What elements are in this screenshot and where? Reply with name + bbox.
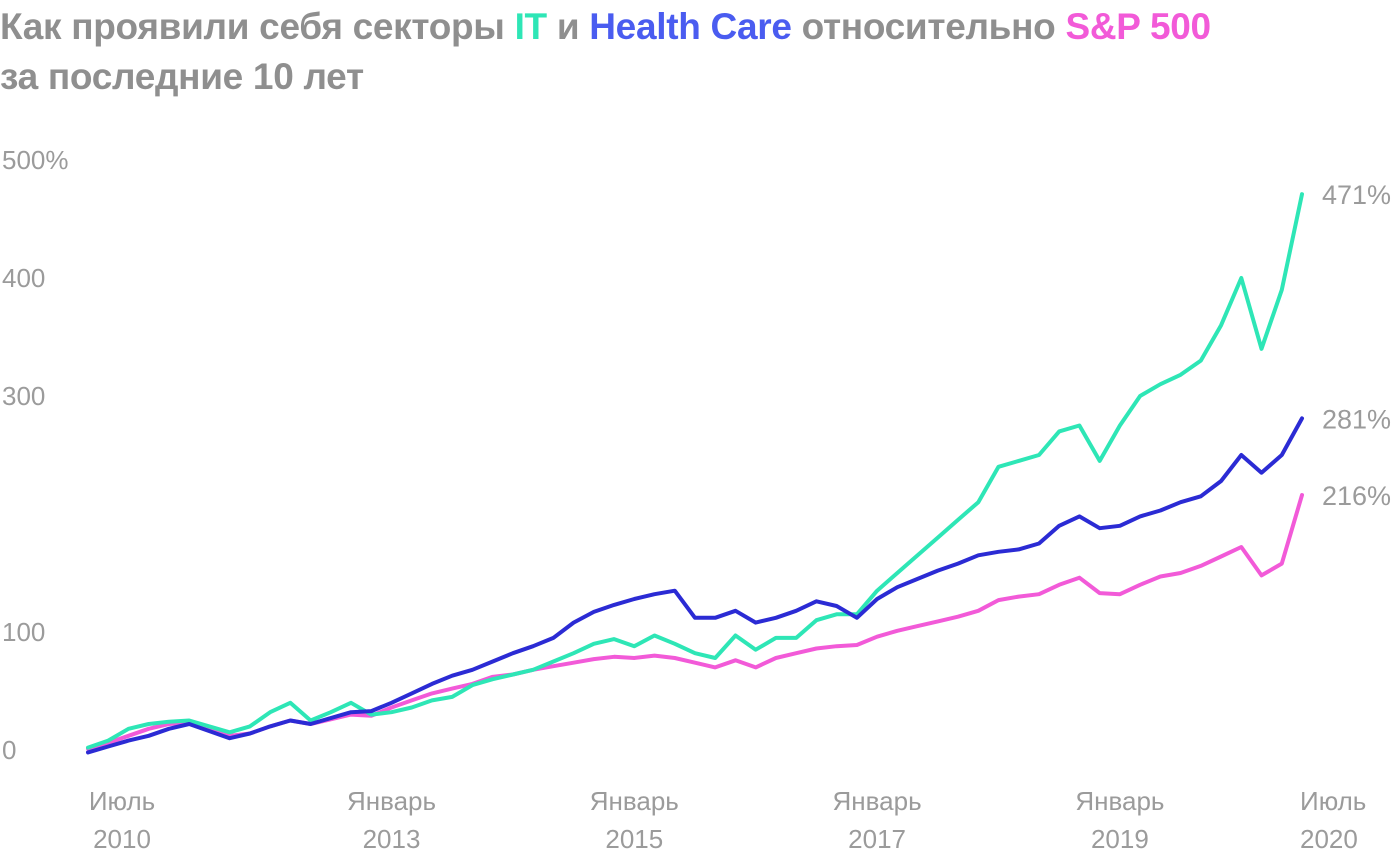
series-line-it xyxy=(86,192,1304,750)
title-health-care-label: Health Care xyxy=(589,6,792,47)
title-text-3: относительно xyxy=(791,6,1066,47)
x-tick-year: 2015 xyxy=(605,824,663,854)
x-tick-label: Июль xyxy=(89,786,155,816)
x-tick-label: Июль xyxy=(1300,786,1366,816)
y-axis: 0 100 300 400 500% xyxy=(2,145,69,765)
chart-title: Как проявили себя секторы IT и Health Ca… xyxy=(0,2,1400,102)
x-tick-year: 2020 xyxy=(1300,824,1358,854)
x-tick-label: Январь xyxy=(347,786,436,816)
x-tick-label: Январь xyxy=(833,786,922,816)
end-label-it: 471% xyxy=(1322,180,1391,210)
x-tick-label: Январь xyxy=(590,786,679,816)
y-tick-label: 0 xyxy=(2,735,16,765)
title-text-2: и xyxy=(546,6,590,47)
x-tick-year: 2010 xyxy=(93,824,151,854)
x-tick-year: 2019 xyxy=(1091,824,1149,854)
y-tick-label: 100 xyxy=(2,617,45,647)
end-labels: 471% 281% 216% xyxy=(1322,180,1391,511)
x-tick-year: 2013 xyxy=(363,824,421,854)
end-label-health-care: 281% xyxy=(1322,404,1391,434)
x-tick-year: 2017 xyxy=(848,824,906,854)
series-layer xyxy=(86,192,1304,755)
x-tick-label: Январь xyxy=(1075,786,1164,816)
series-line-health-care xyxy=(86,416,1304,755)
y-tick-label: 400 xyxy=(2,263,45,293)
y-tick-label: 300 xyxy=(2,381,45,411)
title-it-label: IT xyxy=(514,6,548,47)
title-text-1: Как проявили себя секторы xyxy=(0,6,515,47)
title-sp500-label: S&P 500 xyxy=(1065,6,1211,47)
y-tick-label: 500% xyxy=(2,145,69,175)
title-text-line2: за последние 10 лет xyxy=(0,56,364,97)
x-axis: Июль 2010 Январь 2013 Январь 2015 Январь 2017 Ян… xyxy=(89,786,1367,854)
end-label-sp500: 216% xyxy=(1322,481,1391,511)
